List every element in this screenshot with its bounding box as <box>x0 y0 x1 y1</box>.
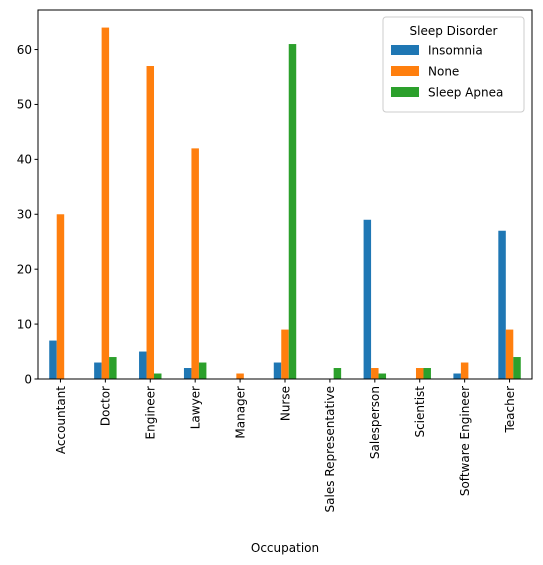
legend-label-insomnia: Insomnia <box>428 44 483 58</box>
y-tick-label: 0 <box>24 372 32 386</box>
x-axis-title: Occupation <box>251 541 319 555</box>
bar-salesperson-none <box>371 368 379 379</box>
bars-layer <box>49 27 521 380</box>
bar-scientist-sleep-apnea <box>423 368 431 379</box>
legend-label-sleep-apnea: Sleep Apnea <box>428 86 503 100</box>
bar-engineer-sleep-apnea <box>154 373 162 379</box>
legend-swatch-none <box>391 66 419 76</box>
bar-software-engineer-none <box>460 362 469 379</box>
x-tick-label: Sales Representative <box>323 386 337 512</box>
bar-teacher-none <box>505 329 514 379</box>
x-tick-label: Teacher <box>503 386 517 434</box>
bar-nurse-insomnia <box>273 362 282 379</box>
x-tick-label: Doctor <box>99 386 113 426</box>
y-tick-label: 10 <box>17 317 32 331</box>
bar-nurse-none <box>281 329 289 379</box>
y-axis: 0 10 20 30 40 50 60 <box>17 43 38 386</box>
bar-doctor-sleep-apnea <box>109 357 117 379</box>
y-tick-label: 40 <box>17 153 32 167</box>
legend-label-none: None <box>428 65 459 79</box>
bar-teacher-insomnia <box>498 230 506 379</box>
x-tick-label: Nurse <box>278 386 292 421</box>
legend-swatch-insomnia <box>391 45 419 55</box>
bar-teacher-sleep-apnea <box>513 357 521 379</box>
x-tick-label: Manager <box>233 386 247 439</box>
legend: Sleep Disorder Insomnia None Sleep Apnea <box>382 16 525 113</box>
x-tick-label: Software Engineer <box>458 386 472 496</box>
bar-lawyer-insomnia <box>183 368 192 379</box>
bar-engineer-none <box>146 66 155 380</box>
x-tick-label: Engineer <box>144 386 158 440</box>
y-tick-label: 60 <box>17 43 32 57</box>
x-tick-label: Accountant <box>54 386 68 454</box>
bar-accountant-none <box>56 214 65 379</box>
legend-title: Sleep Disorder <box>410 24 498 38</box>
bar-lawyer-none <box>191 148 199 379</box>
bar-salesperson-sleep-apnea <box>378 373 387 379</box>
legend-items: Insomnia None Sleep Apnea <box>391 44 503 100</box>
y-tick-label: 50 <box>17 98 32 112</box>
bar-engineer-insomnia <box>139 351 147 379</box>
bar-salesperson-insomnia <box>363 219 372 379</box>
bar-accountant-insomnia <box>49 340 57 379</box>
bar-doctor-insomnia <box>94 362 102 379</box>
bar-software-engineer-insomnia <box>453 373 461 379</box>
bar-lawyer-sleep-apnea <box>198 362 207 379</box>
legend-swatch-sleep-apnea <box>391 87 419 97</box>
bar-doctor-none <box>101 27 110 379</box>
x-tick-label: Scientist <box>413 386 427 438</box>
bar-manager-none <box>236 373 244 379</box>
bar-scientist-none <box>415 368 424 379</box>
x-axis: Accountant Doctor Engineer Lawyer Manager Nur… <box>54 379 517 512</box>
x-tick-label: Salesperson <box>368 386 382 459</box>
bar-nurse-sleep-apnea <box>288 44 297 379</box>
x-tick-label: Lawyer <box>188 386 202 429</box>
y-tick-label: 20 <box>17 262 32 276</box>
bar-sales-representative-sleep-apnea <box>333 368 342 379</box>
y-tick-label: 30 <box>17 208 32 222</box>
